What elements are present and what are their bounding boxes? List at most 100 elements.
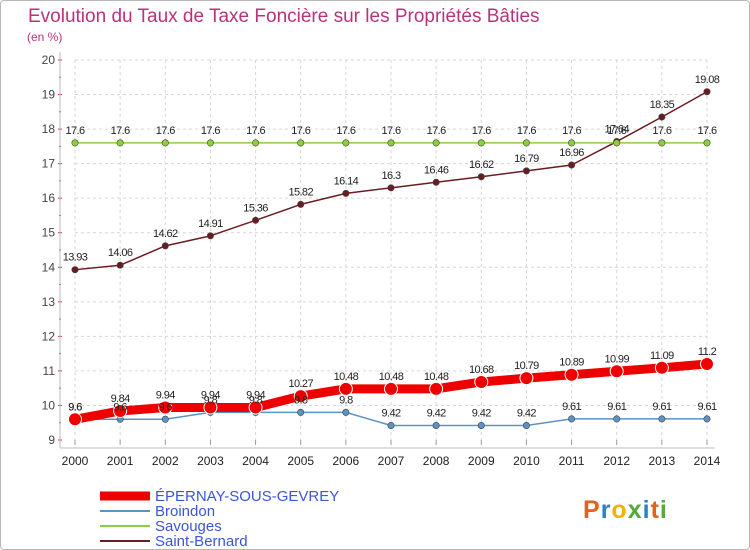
- data-point: [161, 415, 169, 423]
- x-tick-label: 2004: [242, 454, 269, 468]
- data-point: [203, 400, 218, 415]
- data-point: [252, 216, 260, 224]
- y-tick-label: 12: [42, 329, 56, 343]
- data-point: [342, 408, 350, 416]
- data-point: [613, 139, 621, 147]
- data-label: 10.48: [379, 371, 404, 383]
- data-point: [474, 374, 489, 389]
- data-point: [522, 167, 530, 175]
- data-label: 16.46: [424, 164, 449, 176]
- data-label: 9.61: [652, 401, 671, 413]
- data-label: 16.62: [469, 159, 494, 171]
- data-label: 16.96: [559, 147, 584, 159]
- data-label: 13.93: [63, 252, 88, 264]
- data-point: [387, 139, 395, 147]
- legend-label: Savouges: [155, 518, 222, 535]
- logo-letter: x: [628, 496, 643, 524]
- data-point: [568, 139, 576, 147]
- data-point: [297, 139, 305, 147]
- data-label: 16.79: [514, 153, 539, 165]
- x-tick-label: 2003: [197, 454, 224, 468]
- y-tick-label: 16: [42, 191, 56, 205]
- legend-label: Broindon: [155, 503, 215, 520]
- data-point: [71, 139, 79, 147]
- data-point: [342, 139, 350, 147]
- data-point: [568, 161, 576, 169]
- series-group: [68, 88, 714, 429]
- y-tick-label: 11: [43, 364, 56, 378]
- y-tick-label: 18: [42, 122, 56, 136]
- x-tick-label: 2006: [333, 454, 360, 468]
- x-tick-label: 2007: [378, 454, 405, 468]
- x-tick-label: 2014: [694, 454, 721, 468]
- chart-subtitle: (en %): [27, 30, 62, 44]
- legend-label: Saint-Bernard: [155, 533, 248, 550]
- data-point: [568, 415, 576, 423]
- x-tick-label: 2008: [423, 454, 450, 468]
- data-label: 9.42: [517, 407, 536, 419]
- data-label: 9.8: [204, 394, 218, 406]
- data-point: [338, 381, 353, 396]
- data-label: 9.94: [156, 390, 175, 402]
- data-point: [113, 403, 128, 418]
- x-tick-label: 2005: [287, 454, 314, 468]
- data-point: [429, 381, 444, 396]
- data-point: [658, 113, 666, 121]
- data-point: [342, 189, 350, 197]
- data-point: [477, 139, 485, 147]
- legend-label: ÉPERNAY-SOUS-GEVREY: [155, 488, 339, 505]
- data-label: 17.6: [607, 125, 626, 137]
- data-point: [116, 261, 124, 269]
- data-label: 19.08: [695, 74, 720, 86]
- data-point: [703, 415, 711, 423]
- data-point: [387, 184, 395, 192]
- data-label: 9.94: [201, 390, 220, 402]
- data-label: 17.6: [381, 125, 400, 137]
- data-point: [432, 139, 440, 147]
- y-tick-label: 10: [42, 398, 56, 412]
- data-label: 17.6: [156, 125, 175, 137]
- logo-letter: o: [611, 496, 627, 524]
- data-point: [68, 412, 82, 427]
- data-label: 17.6: [111, 125, 130, 137]
- x-tick-label: 2011: [559, 454, 585, 468]
- data-label: 15.82: [288, 186, 313, 198]
- y-tick-label: 13: [42, 295, 56, 309]
- data-point: [477, 421, 485, 429]
- data-label: 9.61: [562, 401, 581, 413]
- data-point: [293, 389, 308, 404]
- data-label: 10.89: [559, 357, 584, 369]
- data-point: [297, 200, 305, 208]
- data-label: 16.14: [334, 175, 359, 187]
- x-tick-label: 2009: [468, 454, 495, 468]
- data-label: 9.6: [68, 401, 82, 413]
- y-tick-label: 17: [42, 157, 56, 171]
- data-label: 17.6: [291, 125, 310, 137]
- data-label: 9.84: [111, 393, 130, 405]
- data-point: [161, 139, 169, 147]
- data-label: 18.35: [650, 99, 675, 111]
- data-label: 17.6: [201, 125, 220, 137]
- data-point: [252, 139, 260, 147]
- y-tick-label: 20: [42, 53, 56, 67]
- data-label: 11.09: [650, 350, 674, 362]
- chart-title: Evolution du Taux de Taxe Foncière sur l…: [28, 6, 540, 27]
- data-point: [158, 400, 173, 415]
- x-tick-label: 2002: [152, 454, 179, 468]
- data-point: [248, 400, 263, 415]
- logo-letter: r: [601, 496, 612, 524]
- x-tick-label: 2010: [513, 454, 540, 468]
- data-point: [658, 415, 666, 423]
- data-label: 10.99: [604, 353, 629, 365]
- data-point: [71, 266, 79, 274]
- data-label: 10.68: [469, 364, 494, 376]
- data-point: [654, 360, 669, 375]
- data-label: 15.36: [243, 202, 268, 214]
- data-point: [613, 415, 621, 423]
- x-tick-label: 2012: [603, 454, 630, 468]
- data-label: 17.64: [604, 124, 629, 136]
- data-label: 10.79: [514, 360, 539, 372]
- y-tick-label: 19: [42, 88, 56, 102]
